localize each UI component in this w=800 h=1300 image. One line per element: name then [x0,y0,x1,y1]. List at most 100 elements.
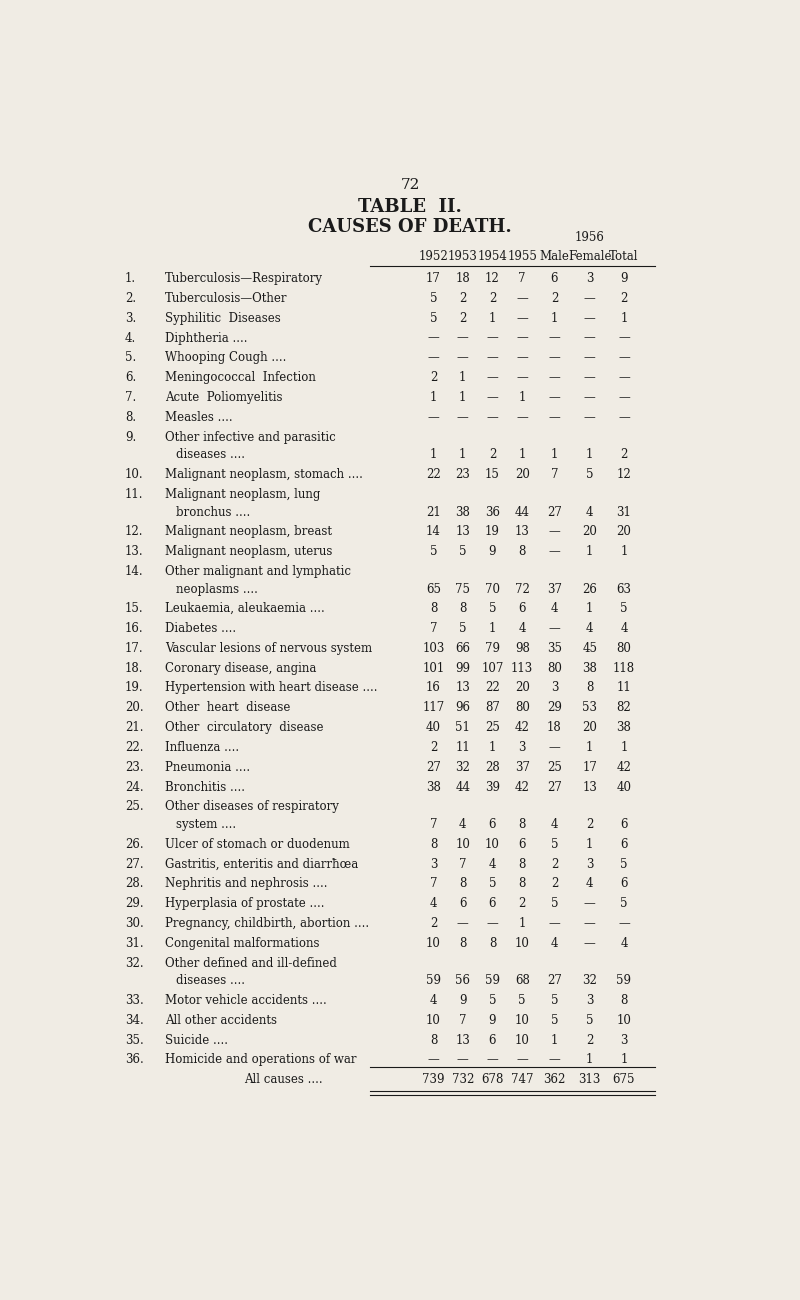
Text: 1953: 1953 [448,250,478,263]
Text: 9: 9 [620,272,628,285]
Text: 2: 2 [430,741,438,754]
Text: 6: 6 [620,818,628,831]
Text: 27: 27 [547,780,562,793]
Text: 42: 42 [514,722,530,734]
Text: 739: 739 [422,1074,445,1087]
Text: —: — [428,351,439,364]
Text: 1: 1 [620,312,627,325]
Text: 42: 42 [617,760,631,774]
Text: 1: 1 [586,741,594,754]
Text: 42: 42 [514,780,530,793]
Text: 51: 51 [455,722,470,734]
Text: 2.: 2. [125,292,136,306]
Text: 4: 4 [620,621,628,634]
Text: 7: 7 [550,468,558,481]
Text: 10: 10 [455,837,470,850]
Text: TABLE  II.: TABLE II. [358,198,462,216]
Text: 5: 5 [550,897,558,910]
Text: 33.: 33. [125,994,143,1008]
Text: 80: 80 [617,642,631,655]
Text: 26.: 26. [125,837,143,850]
Text: 6.: 6. [125,372,136,385]
Text: 38: 38 [455,506,470,519]
Text: 17: 17 [582,760,598,774]
Text: 8: 8 [489,937,496,950]
Text: Measles ....: Measles .... [165,411,233,424]
Text: Leukaemia, aleukaemia ....: Leukaemia, aleukaemia .... [165,602,325,615]
Text: 1: 1 [430,448,438,461]
Text: —: — [516,1053,528,1066]
Text: 4.: 4. [125,332,136,344]
Text: 6: 6 [459,897,466,910]
Text: 1: 1 [489,621,496,634]
Text: 20: 20 [582,722,598,734]
Text: —: — [486,372,498,385]
Text: 1952: 1952 [418,250,449,263]
Text: 13: 13 [455,525,470,538]
Text: 5: 5 [430,312,438,325]
Text: 8: 8 [459,937,466,950]
Text: 7: 7 [430,621,438,634]
Text: CAUSES OF DEATH.: CAUSES OF DEATH. [308,218,512,237]
Text: 4: 4 [586,506,594,519]
Text: 6: 6 [550,272,558,285]
Text: 5.: 5. [125,351,136,364]
Text: 28.: 28. [125,878,143,891]
Text: 5: 5 [620,897,628,910]
Text: Other diseases of respiratory: Other diseases of respiratory [165,801,339,814]
Text: 2: 2 [459,312,466,325]
Text: —: — [516,292,528,306]
Text: 9: 9 [489,1014,496,1027]
Text: —: — [584,351,596,364]
Text: 3: 3 [620,1034,628,1046]
Text: 1: 1 [586,602,594,615]
Text: —: — [549,741,560,754]
Text: —: — [486,351,498,364]
Text: —: — [457,411,469,424]
Text: 5: 5 [620,858,628,871]
Text: 2: 2 [430,916,438,930]
Text: 21.: 21. [125,722,143,734]
Text: —: — [457,1053,469,1066]
Text: 17.: 17. [125,642,143,655]
Text: —: — [584,916,596,930]
Text: 8.: 8. [125,411,136,424]
Text: Female: Female [568,250,611,263]
Text: —: — [486,411,498,424]
Text: 3.: 3. [125,312,136,325]
Text: Other malignant and lymphatic: Other malignant and lymphatic [165,564,351,577]
Text: —: — [486,1053,498,1066]
Text: 1: 1 [620,545,627,558]
Text: 8: 8 [430,602,438,615]
Text: All causes ....: All causes .... [243,1074,322,1087]
Text: Diabetes ....: Diabetes .... [165,621,236,634]
Text: 5: 5 [586,1014,594,1027]
Text: 56: 56 [455,975,470,988]
Text: Pregnancy, childbirth, abortion ....: Pregnancy, childbirth, abortion .... [165,916,370,930]
Text: 21: 21 [426,506,441,519]
Text: 1: 1 [459,372,466,385]
Text: neoplasms ....: neoplasms .... [176,582,258,595]
Text: —: — [618,411,630,424]
Text: —: — [584,937,596,950]
Text: 32: 32 [455,760,470,774]
Text: 44: 44 [455,780,470,793]
Text: —: — [618,372,630,385]
Text: —: — [549,372,560,385]
Text: 1: 1 [550,312,558,325]
Text: 2: 2 [550,292,558,306]
Text: 20: 20 [582,525,598,538]
Text: 13.: 13. [125,545,143,558]
Text: 313: 313 [578,1074,601,1087]
Text: 10: 10 [426,1014,441,1027]
Text: 59: 59 [426,975,441,988]
Text: 4: 4 [430,994,438,1008]
Text: system ....: system .... [176,818,236,831]
Text: Suicide ....: Suicide .... [165,1034,228,1046]
Text: 5: 5 [489,994,496,1008]
Text: Other  circulatory  disease: Other circulatory disease [165,722,323,734]
Text: 2: 2 [550,878,558,891]
Text: 732: 732 [451,1074,474,1087]
Text: 3: 3 [586,994,594,1008]
Text: diseases ....: diseases .... [176,448,246,461]
